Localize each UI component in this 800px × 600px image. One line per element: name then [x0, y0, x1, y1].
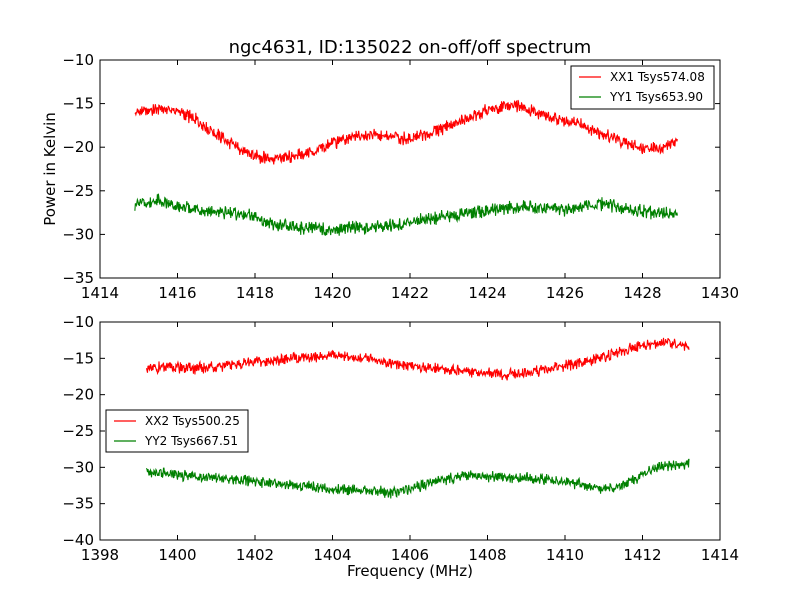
y-tick-label: −10 — [62, 313, 94, 331]
legend-box — [105, 409, 249, 453]
y-tick-label: −40 — [62, 531, 94, 549]
x-tick-label: 1404 — [313, 546, 351, 564]
legend-label: XX1 Tsys574.08 — [610, 70, 705, 84]
legend: XX1 Tsys574.08 YY1 Tsys653.90 — [570, 65, 715, 110]
x-tick-label: 1418 — [236, 284, 274, 302]
legend-label: XX2 Tsys500.25 — [145, 414, 240, 428]
y-tick-label: −20 — [62, 138, 94, 156]
x-axis-label: Frequency (MHz) — [347, 562, 473, 580]
x-tick-label: 1410 — [546, 546, 584, 564]
x-tick-label: 1398 — [81, 546, 119, 564]
x-tick-label: 1408 — [468, 546, 506, 564]
x-tick-label: 1406 — [391, 546, 429, 564]
y-axis-label: Power in Kelvin — [41, 112, 59, 226]
lower-spectrum-panel: 1398 1400 1402 1404 1406 1408 1410 1412 1414 −10 −… — [62, 313, 739, 564]
y-tick-label: −15 — [62, 349, 94, 367]
chart-title: ngc4631, ID:135022 on-off/off spectrum — [229, 37, 592, 58]
y-tick-label: −15 — [62, 95, 94, 113]
x-tick-label: 1400 — [158, 546, 196, 564]
y-tick-label: −10 — [62, 51, 94, 69]
y-tick-label: −35 — [62, 269, 94, 287]
x-tick-label: 1414 — [701, 546, 739, 564]
y-tick-label: −35 — [62, 495, 94, 513]
y-tick-label: −20 — [62, 386, 94, 404]
series-line-2 — [134, 193, 678, 236]
x-tick-label: 1426 — [546, 284, 584, 302]
x-tick-label: 1424 — [468, 284, 506, 302]
series-line-1 — [134, 99, 678, 165]
x-tick-label: 1402 — [236, 546, 274, 564]
upper-spectrum-panel: 1414 1416 1418 1420 1422 1424 1426 1428 1430 −10 −… — [62, 51, 739, 302]
legend-label: YY1 Tsys653.90 — [609, 90, 703, 104]
x-tick-label: 1412 — [623, 546, 661, 564]
x-tick-label: 1416 — [158, 284, 196, 302]
x-tick-label: 1414 — [81, 284, 119, 302]
x-tick-label: 1428 — [623, 284, 661, 302]
y-tick-label: −25 — [62, 182, 94, 200]
legend-box — [570, 65, 715, 110]
y-tick-label: −25 — [62, 422, 94, 440]
x-tick-label: 1420 — [313, 284, 351, 302]
legend: XX2 Tsys500.25 YY2 Tsys667.51 — [105, 409, 249, 453]
legend-label: YY2 Tsys667.51 — [144, 434, 238, 448]
series-line-2 — [145, 458, 690, 499]
series-line-1 — [145, 337, 690, 381]
x-tick-label: 1422 — [391, 284, 429, 302]
y-tick-label: −30 — [62, 458, 94, 476]
x-tick-label: 1430 — [701, 284, 739, 302]
y-tick-label: −30 — [62, 225, 94, 243]
